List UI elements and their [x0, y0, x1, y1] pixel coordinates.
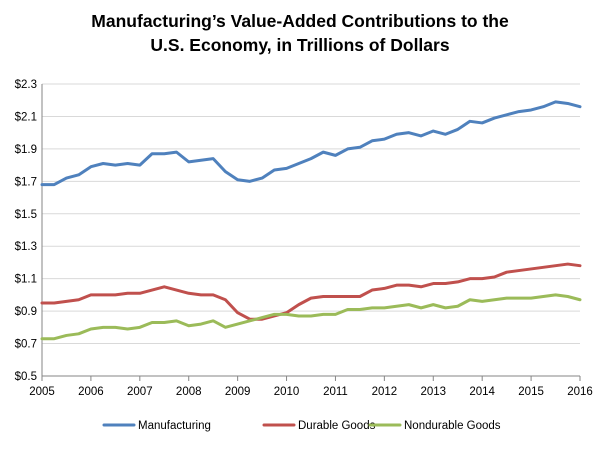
x-tick-label: 2006 — [78, 386, 104, 398]
series-line-manufacturing — [40, 100, 582, 187]
x-tick-label: 2013 — [420, 386, 446, 398]
y-axis-tick-labels: $0.5 $0.7 $0.9 $1.1 $1.3 $1.5 $1.7 $1.9 $2.1 $2.3 — [15, 79, 37, 383]
y-tick-label: $1.1 — [15, 274, 37, 286]
legend-label-durable-goods: Durable Goods — [298, 420, 376, 432]
chart-title-line-2: U.S. Economy, in Trillions of Dollars — [150, 35, 449, 55]
legend-label-nondurable-goods: Nondurable Goods — [404, 420, 501, 432]
chart-title: Manufacturing’s Value-Added Contribution… — [91, 11, 509, 55]
x-tick-label: 2016 — [567, 386, 593, 398]
y-tick-label: $1.5 — [15, 209, 37, 221]
x-tick-label: 2008 — [176, 386, 202, 398]
y-tick-label: $0.5 — [15, 371, 37, 383]
y-tick-label: $1.3 — [15, 241, 37, 253]
legend: Manufacturing Durable Goods Nondurable Goo… — [102, 420, 501, 432]
data-series — [40, 100, 582, 341]
x-tick-label: 2005 — [29, 386, 55, 398]
x-tick-label: 2009 — [225, 386, 251, 398]
y-tick-label: $1.7 — [15, 176, 37, 188]
y-tick-label: $1.9 — [15, 144, 37, 156]
x-axis-tick-labels: 2005 2006 2007 2008 2009 2010 2011 2012 2013 2014… — [29, 386, 593, 398]
x-tick-label: 2012 — [372, 386, 398, 398]
x-tick-label: 2015 — [518, 386, 544, 398]
x-tick-label: 2010 — [274, 386, 300, 398]
x-tick-label: 2007 — [127, 386, 153, 398]
chart-title-line-1: Manufacturing’s Value-Added Contribution… — [91, 11, 509, 31]
y-tick-label: $0.9 — [15, 306, 37, 318]
legend-label-manufacturing: Manufacturing — [138, 420, 211, 432]
y-tick-label: $2.1 — [15, 111, 37, 123]
x-tick-label: 2014 — [469, 386, 495, 398]
axes — [41, 84, 581, 381]
series-line-nondurable-goods — [40, 293, 582, 341]
y-tick-label: $0.7 — [15, 339, 37, 351]
x-tick-label: 2011 — [323, 386, 348, 398]
series-line-durable-goods — [40, 262, 582, 321]
y-tick-label: $2.3 — [15, 79, 37, 91]
